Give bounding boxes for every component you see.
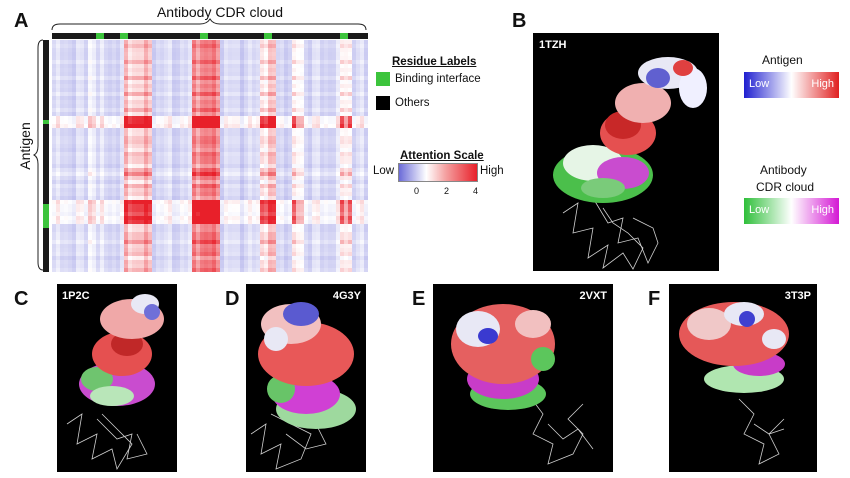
panel-d-letter: D	[225, 288, 240, 310]
attention-scale-bar	[398, 163, 478, 182]
residue-label-strip-side	[43, 40, 49, 272]
structure-image-1p2c: 1P2C	[57, 284, 177, 472]
pdb-label-3t3p: 3T3P	[784, 290, 811, 302]
heatmap-side-label: Antigen	[17, 122, 33, 170]
attention-scale-low: Low	[373, 165, 395, 177]
panel-f-letter: F	[648, 288, 661, 310]
antibody-scale-low: Low	[749, 204, 770, 216]
structure-image-1tzh: 1TZH	[533, 33, 719, 271]
antigen-scale-bar: Low High	[744, 72, 839, 98]
antibody-scale-title-2: CDR cloud	[756, 180, 815, 194]
residue-label-strip-top	[52, 33, 368, 39]
antigen-scale-low: Low	[749, 78, 770, 90]
legend-swatch-binding	[376, 72, 390, 86]
legend-swatch-others	[376, 96, 390, 110]
heatmap-side-brace	[33, 39, 44, 271]
antibody-scale-bar: Low High	[744, 198, 839, 224]
attention-scale-tick-4: 4	[473, 186, 479, 196]
attention-heatmap	[52, 40, 368, 272]
legend-label-binding: Binding interface	[395, 73, 481, 85]
pdb-label-1p2c: 1P2C	[62, 290, 90, 302]
attention-scale-high: High	[480, 165, 504, 177]
pdb-label-2vxt: 2VXT	[579, 290, 607, 302]
antibody-scale-title-1: Antibody	[760, 163, 807, 177]
pdb-label-1tzh: 1TZH	[539, 39, 567, 51]
panel-b-letter: B	[512, 10, 527, 32]
heatmap-top-brace	[51, 18, 367, 31]
structure-image-2vxt: 2VXT	[433, 284, 613, 472]
residue-legend-title: Residue Labels	[392, 56, 477, 68]
structure-image-4g3y: 4G3Y	[246, 284, 366, 472]
heatmap-top-label: Antibody CDR cloud	[156, 4, 284, 20]
panel-e-letter: E	[412, 288, 426, 310]
antigen-scale-title: Antigen	[762, 53, 803, 67]
attention-scale-title: Attention Scale	[400, 150, 484, 162]
antigen-scale-high: High	[811, 78, 834, 90]
panel-c-letter: C	[14, 288, 29, 310]
structure-image-3t3p: 3T3P	[669, 284, 817, 472]
attention-scale-tick-2: 2	[444, 186, 450, 196]
panel-a-letter: A	[14, 10, 29, 32]
legend-label-others: Others	[395, 97, 430, 109]
attention-scale-tick-0: 0	[414, 186, 420, 196]
antibody-scale-high: High	[811, 204, 834, 216]
pdb-label-4g3y: 4G3Y	[332, 290, 361, 302]
